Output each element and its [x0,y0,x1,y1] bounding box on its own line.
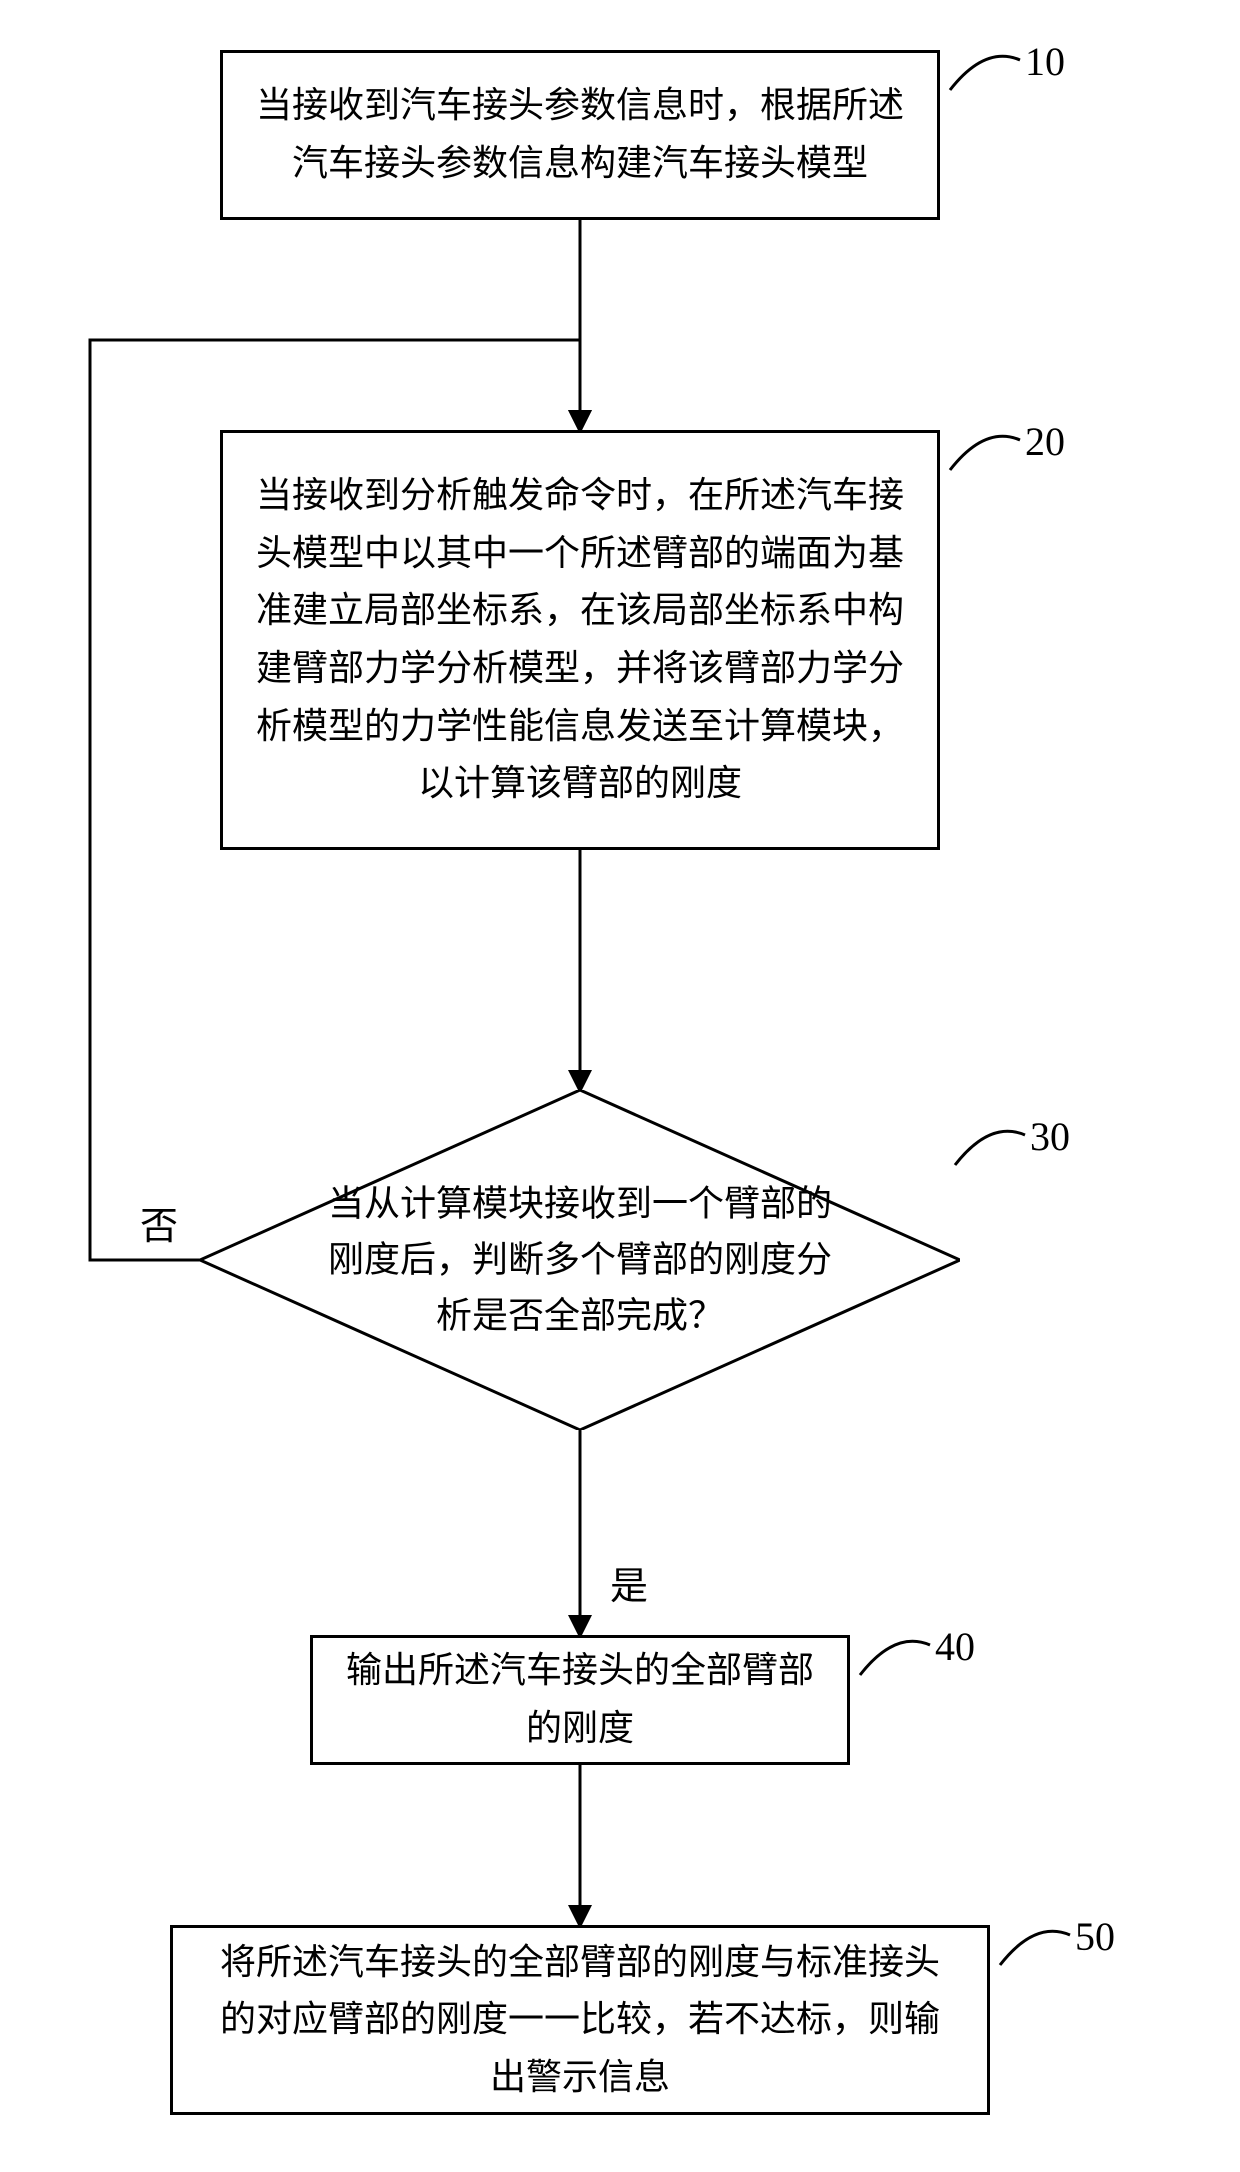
step-10-build-model: 当接收到汽车接头参数信息时，根据所述汽车接头参数信息构建汽车接头模型 [220,50,940,220]
ref-30-text: 30 [1030,1113,1070,1160]
step-50-compare-warn: 将所述汽车接头的全部臂部的刚度与标准接头的对应臂部的刚度一一比较，若不达标，则输… [170,1925,990,2115]
edge-label-no: 否 [140,1195,178,1250]
ref-10-text: 10 [1025,38,1065,85]
step-20-analysis: 当接收到分析触发命令时，在所述汽车接头模型中以其中一个所述臂部的端面为基准建立局… [220,430,940,850]
step-50-text: 将所述汽车接头的全部臂部的刚度与标准接头的对应臂部的刚度一一比较，若不达标，则输… [203,1934,957,2107]
ref-20-text: 20 [1025,418,1065,465]
step-30-decision: 当从计算模块接收到一个臂部的刚度后，判断多个臂部的刚度分析是否全部完成？ [200,1090,960,1430]
step-10-text: 当接收到汽车接头参数信息时，根据所述汽车接头参数信息构建汽车接头模型 [253,77,907,192]
step-40-text: 输出所述汽车接头的全部臂部的刚度 [343,1642,817,1757]
step-40-output-stiffness: 输出所述汽车接头的全部臂部的刚度 [310,1635,850,1765]
flowchart-connectors [0,0,1240,2172]
ref-40-text: 40 [935,1623,975,1670]
step-30-text: 当从计算模块接收到一个臂部的刚度后，判断多个臂部的刚度分析是否全部完成？ [314,1176,846,1343]
ref-50-text: 50 [1075,1913,1115,1960]
edge-label-yes: 是 [610,1555,648,1610]
step-20-text: 当接收到分析触发命令时，在所述汽车接头模型中以其中一个所述臂部的端面为基准建立局… [253,467,907,813]
